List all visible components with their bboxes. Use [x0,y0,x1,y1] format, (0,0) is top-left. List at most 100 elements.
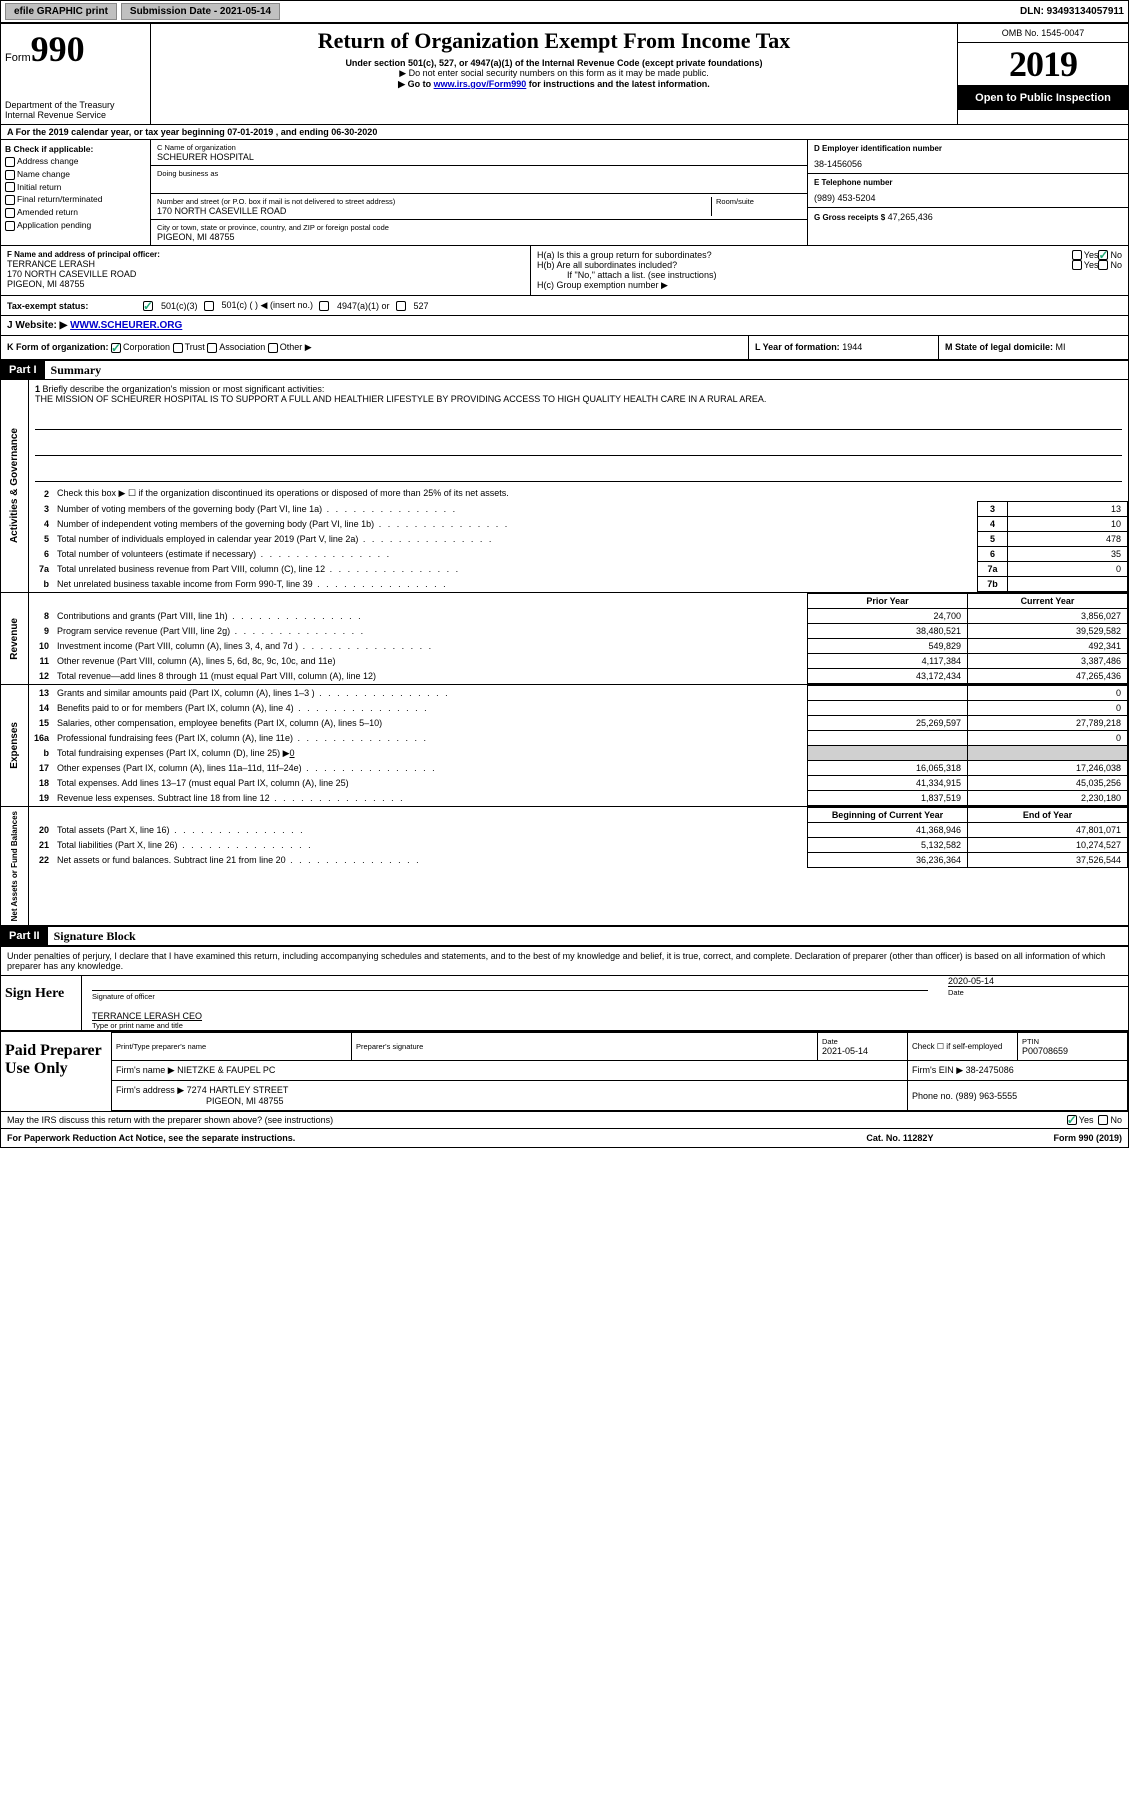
name-change-checkbox[interactable] [5,170,15,180]
address-change-checkbox[interactable] [5,157,15,167]
line-5: Total number of individuals employed in … [53,532,978,547]
line-20: Total assets (Part X, line 16) [53,823,808,838]
current-year-header: Current Year [968,594,1128,609]
final-return-checkbox[interactable] [5,195,15,205]
501c3-checkbox[interactable] [143,301,153,311]
may-no-checkbox[interactable] [1098,1115,1108,1125]
website-label: J Website: ▶ [7,320,67,331]
note2-post: for instructions and the latest informat… [526,79,710,89]
yes-label: Yes [1084,250,1099,260]
signature-declaration: Under penalties of perjury, I declare th… [1,946,1128,975]
tax-period: A For the 2019 calendar year, or tax yea… [1,125,1128,140]
part-2-header: Part II Signature Block [1,927,1128,946]
gross-receipts-value: 47,265,436 [888,212,933,222]
h-b-label: H(b) Are all subordinates included? [537,260,1072,270]
org-name-label: C Name of organization [157,143,801,152]
527-checkbox[interactable] [396,301,406,311]
part-1-title: Summary [51,363,102,378]
application-pending-checkbox[interactable] [5,221,15,231]
part-2-badge: Part II [1,927,48,945]
ein-value: 38-1456056 [814,159,1122,169]
address-change-label: Address change [17,156,78,166]
name-change-label: Name change [17,169,70,179]
paid-preparer-section: Paid Preparer Use Only Print/Type prepar… [1,1031,1128,1111]
corp-checkbox[interactable] [111,343,121,353]
line-11: Other revenue (Part VIII, column (A), li… [53,654,808,669]
ha-yes-checkbox[interactable] [1072,250,1082,260]
no-label-2: No [1110,260,1122,270]
box-j: J Website: ▶ WWW.SCHEURER.ORG [1,316,1128,336]
efile-print-button[interactable]: efile GRAPHIC print [5,3,117,20]
val-7b [1008,577,1128,592]
4947-checkbox[interactable] [319,301,329,311]
line-16a: Professional fundraising fees (Part IX, … [53,731,808,746]
open-to-public: Open to Public Inspection [958,86,1128,110]
other-checkbox[interactable] [268,343,278,353]
ha-no-checkbox[interactable] [1098,250,1108,260]
may-yes-checkbox[interactable] [1067,1115,1077,1125]
assoc-label: Association [219,342,265,352]
527-label: 527 [414,301,429,311]
may-discuss-label: May the IRS discuss this return with the… [7,1115,1067,1125]
form-title: Return of Organization Exempt From Incom… [155,28,953,54]
line-21: Total liabilities (Part X, line 26) [53,838,808,853]
amended-return-checkbox[interactable] [5,208,15,218]
application-pending-label: Application pending [17,220,91,230]
footer-left: For Paperwork Reduction Act Notice, see … [7,1133,295,1143]
footer-mid: Cat. No. 11282Y [866,1133,933,1143]
instructions-link[interactable]: www.irs.gov/Form990 [434,79,527,89]
val-5: 478 [1008,532,1128,547]
tax-year: 2019 [958,43,1128,86]
line-9: Program service revenue (Part VIII, line… [53,624,808,639]
preparer-ein: 38-2475086 [966,1065,1014,1075]
dba-label: Doing business as [157,169,801,178]
org-name: SCHEURER HOSPITAL [157,152,801,162]
initial-return-label: Initial return [17,182,61,192]
form-number: 990 [31,29,85,69]
trust-checkbox[interactable] [173,343,183,353]
assoc-checkbox[interactable] [207,343,217,353]
line-17: Other expenses (Part IX, column (A), lin… [53,761,808,776]
trust-label: Trust [185,342,205,352]
sig-date: 2020-05-14 [948,976,1128,986]
preparer-firm: NIETZKE & FAUPEL PC [177,1065,275,1075]
form-subtitle: Under section 501(c), 527, or 4947(a)(1)… [155,58,953,68]
box-h: H(a) Is this a group return for subordin… [531,246,1128,295]
h-c-label: H(c) Group exemption number ▶ [537,280,1122,291]
header-right: OMB No. 1545-0047 2019 Open to Public In… [958,24,1128,124]
footer-right: Form 990 (2019) [1053,1133,1122,1143]
beginning-header: Beginning of Current Year [808,808,968,823]
line-6: Total number of volunteers (estimate if … [53,547,978,562]
line-7b: Net unrelated business taxable income fr… [53,577,978,592]
omb-number: OMB No. 1545-0047 [958,24,1128,43]
line-19: Revenue less expenses. Subtract line 18 … [53,791,808,806]
line-2: Check this box ▶ ☐ if the organization d… [53,486,1128,502]
preparer-phone: (989) 963-5555 [956,1091,1018,1101]
org-address: 170 NORTH CASEVILLE ROAD [157,206,711,216]
city-label: City or town, state or province, country… [157,223,801,232]
paid-preparer-label: Paid Preparer Use Only [1,1032,111,1111]
line-7a: Total unrelated business revenue from Pa… [53,562,978,577]
sign-here-label: Sign Here [1,976,81,1030]
sig-officer-label: Signature of officer [92,990,928,1001]
addr-label: Number and street (or P.O. box if mail i… [157,197,711,206]
website-link[interactable]: WWW.SCHEURER.ORG [70,320,182,331]
line-4: Number of independent voting members of … [53,517,978,532]
hb-yes-checkbox[interactable] [1072,260,1082,270]
expenses-section: Expenses 13Grants and similar amounts pa… [1,685,1128,807]
dept-label: Department of the Treasury Internal Reve… [5,100,146,120]
hb-no-checkbox[interactable] [1098,260,1108,270]
may-discuss-row: May the IRS discuss this return with the… [1,1111,1128,1128]
box-f: F Name and address of principal officer:… [1,246,531,295]
val-3: 13 [1008,502,1128,517]
officer-name: TERRANCE LERASH [7,259,524,269]
initial-return-checkbox[interactable] [5,182,15,192]
form-label: Form [5,52,31,64]
other-label: Other ▶ [280,342,312,352]
part-1-header: Part I Summary [1,361,1128,380]
submission-date-button[interactable]: Submission Date - 2021-05-14 [121,3,280,20]
line-14: Benefits paid to or for members (Part IX… [53,701,808,716]
part-2-title: Signature Block [54,929,136,944]
501c-checkbox[interactable] [204,301,214,311]
line-8: Contributions and grants (Part VIII, lin… [53,609,808,624]
